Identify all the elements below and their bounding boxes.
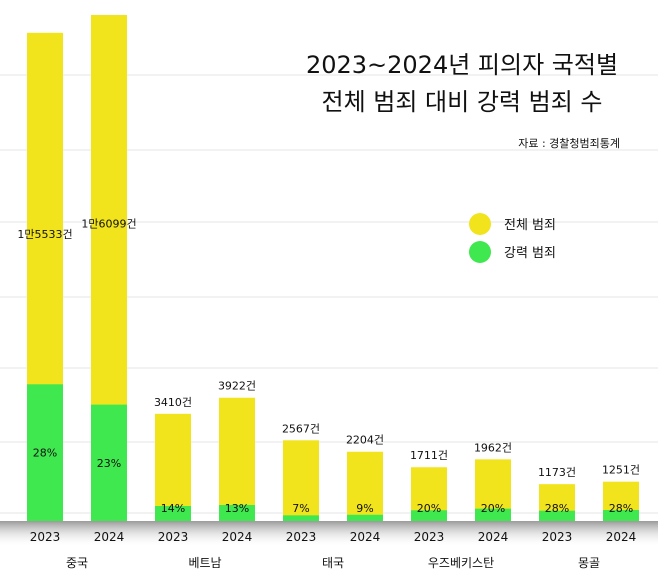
violent-pct-label: 9% [356,502,373,515]
bar-violent [411,510,447,521]
bar-violent [603,509,639,521]
bar-total [219,397,255,521]
violent-pct-label: 28% [33,447,57,460]
bar-violent [219,504,255,521]
total-value-label: 1251건 [602,464,640,477]
country-label: 베트남 [188,556,221,570]
year-tick-label: 2024 [478,530,509,544]
bar-violent [27,384,63,521]
total-value-label: 1만6099건 [81,218,136,231]
violent-pct-label: 23% [97,457,121,470]
axis-floor [0,521,658,547]
bar-violent [475,508,511,521]
bar-total [347,451,383,521]
violent-pct-label: 28% [609,502,633,515]
legend-label-total: 전체 범죄 [504,218,556,233]
country-label: 태국 [322,556,344,570]
country-label: 우즈베키스탄 [428,556,494,570]
violent-pct-label: 13% [225,502,249,515]
violent-pct-label: 20% [481,502,505,515]
total-value-label: 3922건 [218,380,256,393]
bar-violent [347,514,383,521]
bar-total [155,413,191,521]
total-value-label: 3410건 [154,396,192,409]
violent-pct-label: 14% [161,502,185,515]
year-tick-label: 2023 [414,530,445,544]
source-note: 자료 : 경찰청범죄통계 [518,137,620,150]
bars [27,15,639,522]
bar-violent [539,510,575,521]
total-value-label: 1962건 [474,441,512,454]
bar-violent [155,505,191,521]
year-tick-label: 2023 [286,530,317,544]
country-label: 중국 [66,556,88,570]
bar-violent [283,515,319,521]
legend-swatch-total [469,213,491,235]
year-tick-label: 2024 [606,530,637,544]
legend: 전체 범죄 강력 범죄 [469,213,556,263]
legend-swatch-violent [469,241,491,263]
total-value-label: 2204건 [346,434,384,447]
legend-label-violent: 강력 범죄 [504,246,556,261]
total-value-label: 1711건 [410,449,448,462]
year-tick-label: 2023 [542,530,573,544]
year-tick-label: 2023 [30,530,61,544]
total-value-label: 2567건 [282,422,320,435]
year-tick-label: 2024 [350,530,381,544]
year-tick-label: 2024 [222,530,253,544]
chart-title-line-2: 전체 범죄 대비 강력 범죄 수 [321,88,602,116]
violent-pct-label: 7% [292,502,309,515]
violent-pct-label: 20% [417,502,441,515]
year-tick-label: 2023 [158,530,189,544]
country-label: 몽골 [578,556,600,570]
bar-violent [91,404,127,521]
year-tick-label: 2024 [94,530,125,544]
violent-pct-label: 28% [545,502,569,515]
chart-title-line-1: 2023~2024년 피의자 국적별 [306,51,618,79]
total-value-label: 1만5533건 [17,228,72,241]
total-value-label: 1173건 [538,466,576,479]
labels: 1만5533건 28% 2023 1만6099건 23% 2024 중국 3410건 14% 20… [17,218,640,570]
bar-total [283,440,319,521]
